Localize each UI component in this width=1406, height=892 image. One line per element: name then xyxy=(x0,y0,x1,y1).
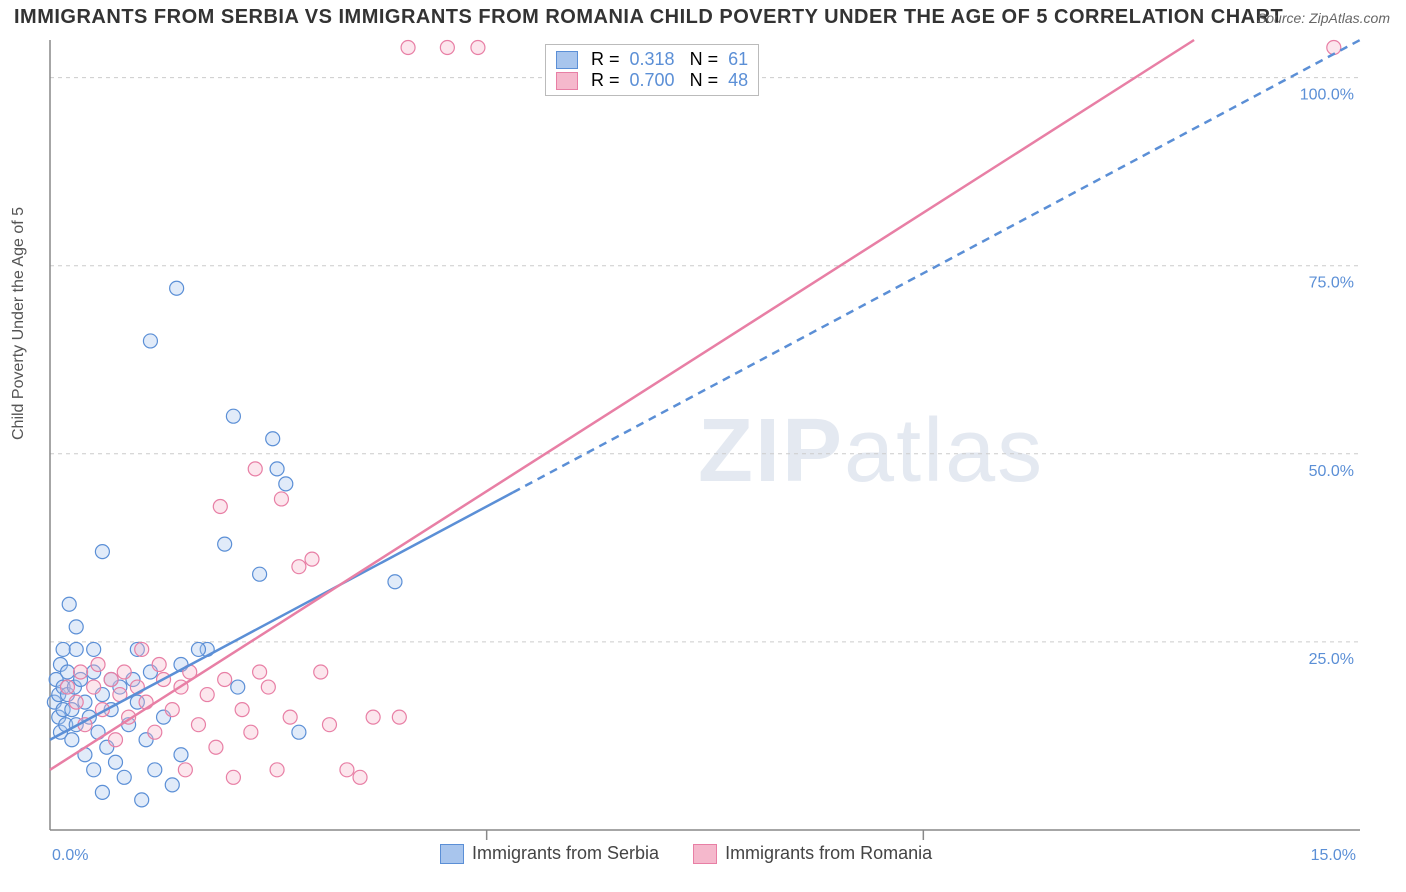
svg-text:15.0%: 15.0% xyxy=(1311,847,1356,864)
svg-text:50.0%: 50.0% xyxy=(1309,463,1354,480)
svg-text:25.0%: 25.0% xyxy=(1309,651,1354,668)
legend-item-romania: Immigrants from Romania xyxy=(693,843,932,864)
series-legend: Immigrants from Serbia Immigrants from R… xyxy=(440,843,932,864)
scatter-chart: 25.0% 50.0% 75.0% 100.0% 0.0% 15.0% xyxy=(0,0,1406,892)
legend-item-serbia: Immigrants from Serbia xyxy=(440,843,659,864)
svg-text:75.0%: 75.0% xyxy=(1309,275,1354,292)
svg-text:100.0%: 100.0% xyxy=(1300,87,1354,104)
legend-row-romania: R = 0.700 N = 48 xyxy=(556,70,748,91)
correlation-legend: R = 0.318 N = 61 R = 0.700 N = 48 xyxy=(545,44,759,96)
svg-text:0.0%: 0.0% xyxy=(52,847,88,864)
legend-row-serbia: R = 0.318 N = 61 xyxy=(556,49,748,70)
